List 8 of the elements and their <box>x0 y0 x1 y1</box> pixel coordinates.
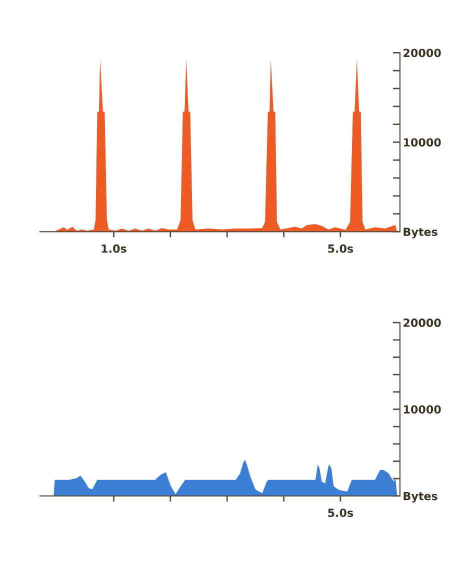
y-tick-label: 10000 <box>404 138 441 147</box>
y-tick-label: Bytes <box>404 228 438 238</box>
y-tick-label: 20000 <box>404 318 441 327</box>
x-tick-label: 1.0s <box>102 244 126 253</box>
y-tick-label: 10000 <box>404 405 441 414</box>
y-tick-label: Bytes <box>404 492 438 502</box>
y-tick-label: 20000 <box>404 48 441 58</box>
text: 5.0s <box>328 508 354 518</box>
